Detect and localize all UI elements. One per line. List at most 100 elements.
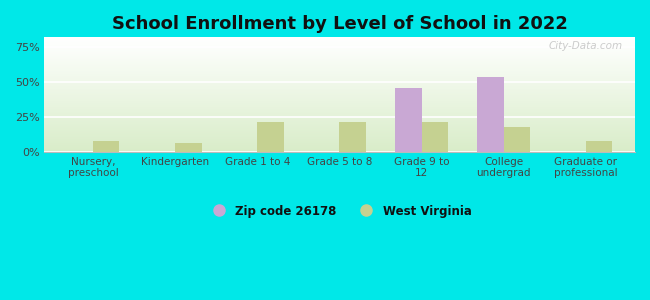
Bar [44, 55, 635, 56]
Bar [44, 131, 635, 132]
Bar [44, 122, 635, 123]
Bar [44, 49, 635, 50]
Bar [44, 100, 635, 101]
Bar [395, 88, 422, 152]
Bar [44, 70, 635, 71]
Bar [44, 115, 635, 116]
Bar [44, 61, 635, 62]
Bar [44, 93, 635, 94]
Bar [44, 57, 635, 58]
Bar [44, 123, 635, 124]
Text: City-Data.com: City-Data.com [549, 41, 623, 51]
Bar [44, 51, 635, 52]
Bar [44, 138, 635, 139]
Bar [44, 127, 635, 128]
Bar [44, 80, 635, 81]
Bar [477, 77, 504, 152]
Bar [44, 47, 635, 48]
Bar [44, 85, 635, 86]
Bar [44, 106, 635, 107]
Bar [44, 56, 635, 57]
Bar [44, 78, 635, 79]
Bar [44, 103, 635, 104]
Bar [44, 63, 635, 64]
Bar [44, 150, 635, 151]
Bar [44, 62, 635, 63]
Bar [44, 48, 635, 49]
Bar [44, 38, 635, 39]
Bar [44, 98, 635, 99]
Bar [44, 74, 635, 75]
Bar [44, 54, 635, 55]
Bar [44, 75, 635, 76]
Bar [44, 104, 635, 105]
Bar [44, 111, 635, 112]
Bar [44, 145, 635, 146]
Bar [44, 67, 635, 68]
Bar [44, 46, 635, 47]
Bar [44, 83, 635, 84]
Bar [44, 69, 635, 70]
Bar [44, 50, 635, 51]
Bar [44, 40, 635, 41]
Bar [44, 118, 635, 119]
Bar [44, 125, 635, 126]
Bar [44, 53, 635, 54]
Bar [44, 52, 635, 53]
Bar [44, 105, 635, 106]
Bar [44, 146, 635, 147]
Bar [44, 108, 635, 109]
Bar [93, 141, 120, 152]
Bar [44, 107, 635, 108]
Bar [44, 126, 635, 127]
Bar [44, 84, 635, 85]
Bar [44, 117, 635, 118]
Bar [176, 143, 202, 152]
Bar [44, 112, 635, 113]
Bar [44, 44, 635, 45]
Bar [44, 142, 635, 143]
Bar [44, 79, 635, 80]
Bar [44, 119, 635, 120]
Bar [44, 102, 635, 103]
Bar [44, 73, 635, 74]
Bar [257, 122, 283, 152]
Bar [44, 45, 635, 46]
Bar [44, 86, 635, 87]
Bar [44, 141, 635, 142]
Bar [44, 64, 635, 65]
Bar [44, 39, 635, 40]
Bar [44, 147, 635, 148]
Bar [44, 96, 635, 97]
Bar [44, 109, 635, 110]
Bar [44, 101, 635, 102]
Bar [44, 76, 635, 77]
Bar [44, 120, 635, 121]
Bar [44, 132, 635, 133]
Bar [44, 116, 635, 117]
Bar [422, 122, 448, 152]
Bar [44, 129, 635, 130]
Bar [44, 59, 635, 60]
Bar [44, 88, 635, 89]
Bar [44, 143, 635, 144]
Bar [44, 148, 635, 149]
Bar [44, 133, 635, 134]
Bar [44, 58, 635, 59]
Bar [44, 90, 635, 91]
Bar [44, 136, 635, 137]
Bar [44, 82, 635, 83]
Bar [44, 41, 635, 42]
Bar [44, 97, 635, 98]
Bar [44, 114, 635, 115]
Bar [44, 110, 635, 111]
Bar [44, 137, 635, 138]
Bar [44, 94, 635, 95]
Bar [44, 42, 635, 43]
Bar [44, 81, 635, 82]
Bar [44, 139, 635, 140]
Bar [44, 130, 635, 131]
Bar [44, 135, 635, 136]
Bar [44, 99, 635, 100]
Bar [44, 68, 635, 69]
